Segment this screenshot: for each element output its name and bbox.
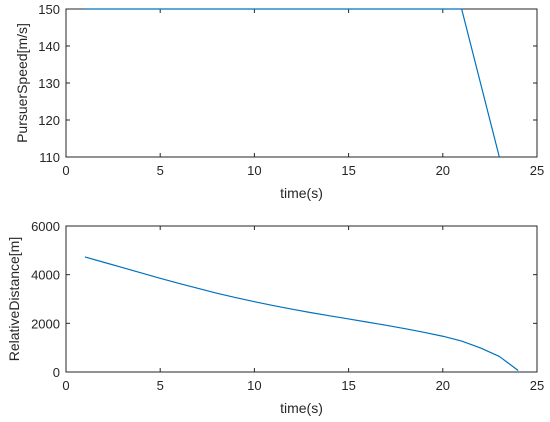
- y-tick-label-distance: 6000: [31, 219, 60, 234]
- x-tick-label-distance: 5: [157, 378, 164, 393]
- x-tick-label-speed: 5: [157, 163, 164, 178]
- x-axis-label-speed: time(s): [280, 185, 323, 201]
- series-line-speed: [84, 8, 500, 158]
- x-tick-label-distance: 25: [530, 378, 544, 393]
- y-tick-label-speed: 130: [38, 76, 60, 91]
- x-tick-label-speed: 20: [436, 163, 450, 178]
- x-tick-label-speed: 25: [530, 163, 544, 178]
- y-tick-label-speed: 120: [38, 113, 60, 128]
- plot-area-speed: [65, 8, 538, 158]
- x-tick-label-speed: 0: [62, 163, 69, 178]
- x-axis-label-distance: time(s): [280, 400, 323, 416]
- series-line-distance: [84, 256, 519, 372]
- y-tick-label-speed: 140: [38, 39, 60, 54]
- x-tick-label-distance: 20: [436, 378, 450, 393]
- x-tick-label-distance: 0: [62, 378, 69, 393]
- y-axis-label-distance: RelativeDistance[m]: [6, 237, 22, 362]
- y-tick-label-distance: 2000: [31, 316, 60, 331]
- y-axis-label-speed: PursuerSpeed[m/s]: [14, 23, 30, 143]
- relative-distance-panel: 0 5 10 15 20 25 0 2000 4000 6000 time(s) RelativeDi…: [6, 219, 544, 416]
- x-tick-label-speed: 10: [247, 163, 261, 178]
- y-tick-label-distance: 4000: [31, 268, 60, 283]
- y-tick-label-distance: 0: [53, 365, 60, 380]
- plot-area-distance: [65, 225, 538, 373]
- y-tick-label-speed: 110: [39, 150, 60, 165]
- y-tick-label-speed: 150: [38, 2, 60, 17]
- x-tick-label-distance: 15: [341, 378, 355, 393]
- x-tick-label-distance: 10: [247, 378, 261, 393]
- pursuer-speed-panel: 0 5 10 15 20 25 110 120 130 140 150 time(s) PursuerS…: [14, 2, 544, 201]
- x-tick-label-speed: 15: [341, 163, 355, 178]
